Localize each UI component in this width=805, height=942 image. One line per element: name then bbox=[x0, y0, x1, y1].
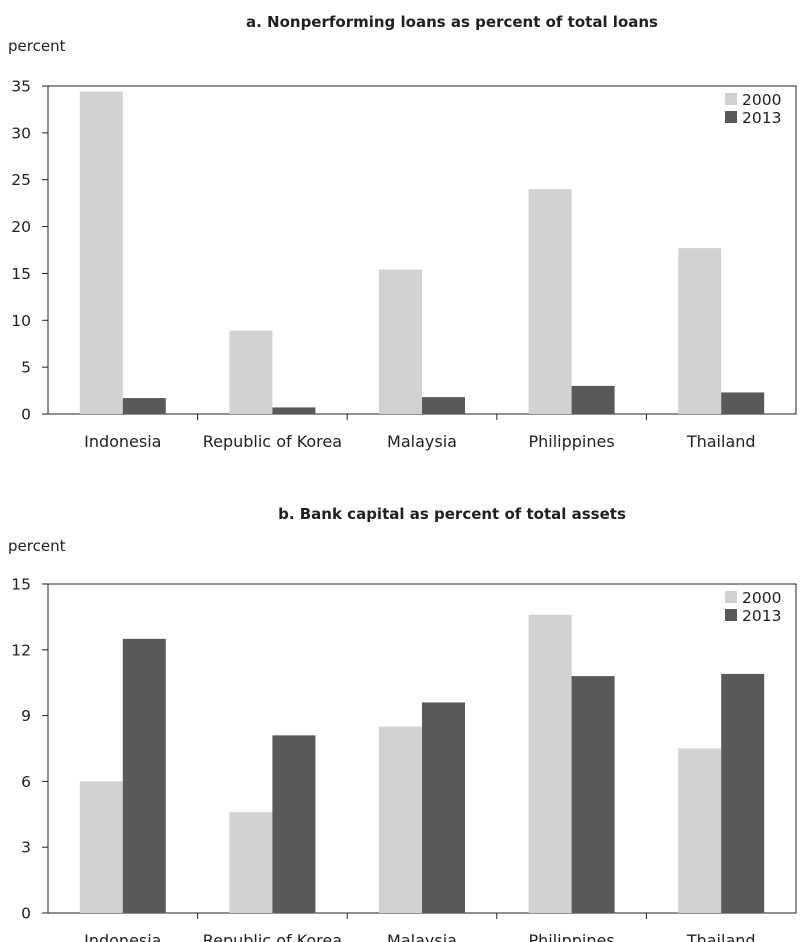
y-tick-label: 0 bbox=[21, 406, 31, 424]
bar-2000 bbox=[379, 726, 422, 913]
bar-2000 bbox=[229, 812, 273, 913]
y-tick-label: 12 bbox=[11, 641, 31, 659]
x-category-label: Thailand bbox=[686, 432, 756, 451]
legend-label: 2013 bbox=[742, 109, 781, 127]
y-tick-label: 15 bbox=[11, 576, 31, 594]
x-category-label: Indonesia bbox=[84, 432, 161, 451]
y-tick-label: 0 bbox=[21, 905, 31, 923]
bar-2000 bbox=[79, 781, 123, 913]
chart-title: a. Nonperforming loans as percent of tot… bbox=[246, 13, 658, 31]
x-category-label: Malaysia bbox=[387, 931, 457, 942]
y-tick-label: 25 bbox=[11, 171, 31, 189]
x-category-label: Republic of Korea bbox=[203, 432, 342, 451]
y-tick-label: 5 bbox=[21, 359, 31, 377]
chart-panel-b: b. Bank capital as percent of total asse… bbox=[8, 505, 797, 942]
bar-2013 bbox=[272, 407, 316, 414]
bar-2000 bbox=[528, 189, 572, 414]
bar-2013 bbox=[122, 398, 166, 414]
bar-2013 bbox=[721, 392, 765, 414]
legend-swatch bbox=[725, 609, 737, 621]
x-category-label: Thailand bbox=[686, 931, 756, 942]
bar-2000 bbox=[79, 91, 123, 414]
bar-2000 bbox=[528, 614, 572, 913]
y-axis-label: percent bbox=[8, 37, 66, 55]
legend-swatch bbox=[725, 111, 737, 123]
y-tick-label: 10 bbox=[11, 312, 31, 330]
bar-2013 bbox=[571, 676, 615, 913]
x-category-label: Republic of Korea bbox=[203, 931, 342, 942]
y-tick-label: 35 bbox=[11, 78, 31, 96]
y-tick-label: 15 bbox=[11, 265, 31, 283]
y-axis-label: percent bbox=[8, 537, 66, 555]
bar-2000 bbox=[678, 748, 722, 913]
bar-2013 bbox=[571, 385, 615, 414]
y-tick-label: 9 bbox=[21, 707, 31, 725]
y-tick-label: 6 bbox=[21, 773, 31, 791]
y-tick-label: 3 bbox=[21, 839, 31, 857]
legend-swatch bbox=[725, 591, 737, 603]
legend-swatch bbox=[725, 93, 737, 105]
x-category-label: Philippines bbox=[528, 931, 614, 942]
x-category-label: Indonesia bbox=[84, 931, 161, 942]
bar-2013 bbox=[422, 397, 465, 414]
bar-2013 bbox=[272, 735, 316, 913]
legend-label: 2013 bbox=[742, 607, 781, 625]
y-tick-label: 30 bbox=[11, 124, 31, 142]
x-category-label: Philippines bbox=[528, 432, 614, 451]
y-tick-label: 20 bbox=[11, 218, 31, 236]
bar-2013 bbox=[721, 673, 765, 913]
chart-panel-a: a. Nonperforming loans as percent of tot… bbox=[8, 13, 797, 451]
bar-2000 bbox=[379, 269, 422, 414]
legend-label: 2000 bbox=[742, 589, 781, 607]
x-category-label: Malaysia bbox=[387, 432, 457, 451]
bar-2000 bbox=[229, 330, 273, 414]
chart-title: b. Bank capital as percent of total asse… bbox=[278, 505, 626, 523]
legend-label: 2000 bbox=[742, 91, 781, 109]
bar-2013 bbox=[422, 702, 465, 913]
bar-2000 bbox=[678, 248, 722, 414]
bar-2013 bbox=[122, 638, 166, 913]
